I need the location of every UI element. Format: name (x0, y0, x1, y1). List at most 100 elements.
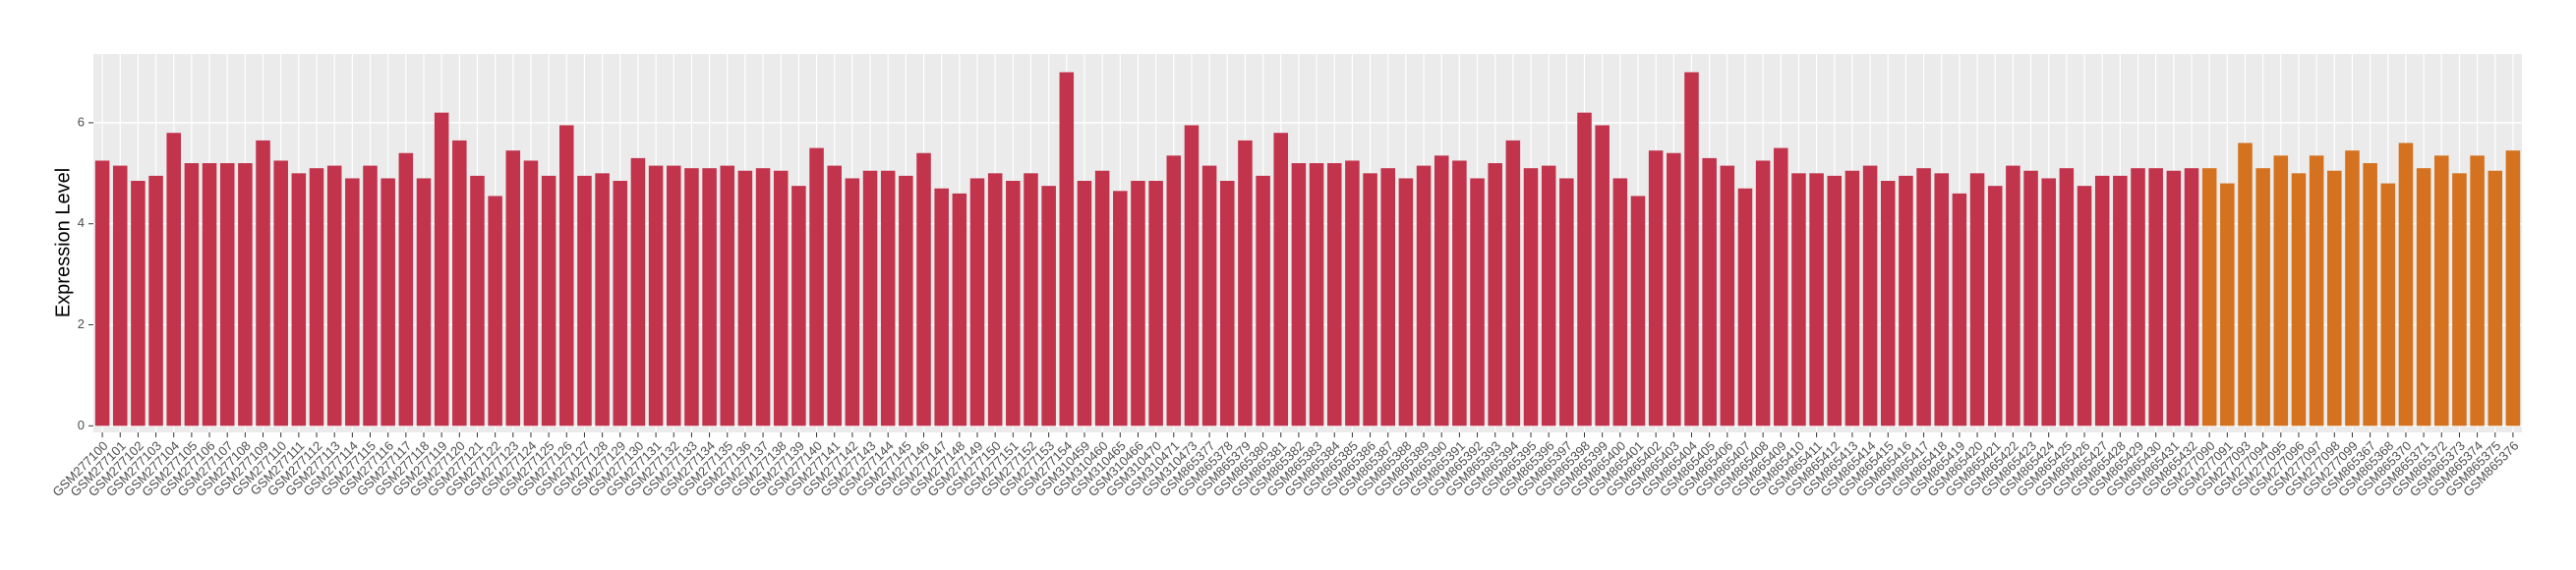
bar (523, 160, 539, 427)
bar (2220, 183, 2235, 427)
bar (345, 178, 360, 427)
bar (862, 170, 878, 427)
bar (559, 125, 574, 427)
bar (2416, 168, 2431, 427)
bar (2309, 155, 2324, 427)
bar (2505, 150, 2521, 427)
bar (398, 152, 414, 427)
bar (1041, 186, 1056, 427)
bar (1184, 125, 1200, 427)
bar (1006, 181, 1021, 427)
bar (541, 175, 556, 427)
bar (2166, 170, 2182, 427)
bar (2201, 168, 2217, 427)
bar (1612, 178, 1628, 427)
bar (505, 150, 521, 427)
bar (1201, 165, 1217, 427)
bar (1238, 140, 1253, 427)
bar (845, 178, 860, 427)
bar (755, 168, 771, 427)
bar (1059, 72, 1075, 427)
bar (880, 170, 896, 427)
bar (1273, 133, 1289, 427)
bar (2094, 175, 2110, 427)
bar (2184, 168, 2199, 427)
bar (452, 140, 467, 427)
bar (684, 168, 699, 427)
bar (2059, 168, 2075, 427)
bar (148, 175, 163, 427)
bar (1131, 181, 1145, 427)
bar (1630, 196, 1646, 427)
bar (2398, 142, 2414, 427)
bar (2238, 142, 2253, 427)
bar (1416, 165, 1432, 427)
bar (1916, 168, 1931, 427)
bar (1844, 170, 1860, 427)
y-tick-label: 4 (78, 215, 85, 230)
bar (987, 173, 1003, 427)
bar (1899, 175, 1913, 427)
bar (2077, 186, 2092, 427)
bar (969, 178, 985, 427)
bar (1398, 178, 1414, 427)
bar (2006, 165, 2020, 427)
bar (2434, 155, 2449, 427)
y-axis-label: Expression Level (52, 168, 74, 317)
bar (1291, 163, 1307, 427)
bar (2131, 168, 2145, 427)
bar (94, 160, 110, 427)
bar (1702, 157, 1717, 427)
bar (613, 181, 628, 427)
bar (2041, 178, 2056, 427)
bar (666, 165, 681, 427)
bar (326, 165, 342, 427)
bar (1148, 181, 1163, 427)
bar (2327, 170, 2342, 427)
bar (720, 165, 735, 427)
bar (2255, 168, 2270, 427)
bar (1720, 165, 1735, 427)
y-tick-label: 6 (78, 114, 85, 129)
bar (1077, 181, 1092, 427)
bar (577, 175, 592, 427)
bar (1363, 173, 1377, 427)
bar (1934, 173, 1950, 427)
bar (219, 163, 235, 427)
bar (1380, 168, 1395, 427)
bar (1505, 140, 1521, 427)
bar (238, 163, 253, 427)
bar (166, 133, 181, 427)
bar (648, 165, 664, 427)
bar (2273, 155, 2289, 427)
bar (2023, 170, 2038, 427)
bar (470, 175, 485, 427)
bar (1684, 72, 1699, 427)
bar (2113, 175, 2128, 427)
bar (2291, 173, 2307, 427)
bar (2345, 150, 2360, 427)
bar (1969, 173, 1985, 427)
bar (131, 181, 146, 427)
bar (827, 165, 842, 427)
bar (1827, 175, 1843, 427)
bar (1880, 181, 1896, 427)
bar (1345, 160, 1360, 427)
bar (1094, 170, 1110, 427)
bar (1488, 163, 1502, 427)
bar (1987, 186, 2003, 427)
bar (1024, 173, 1038, 427)
bar (1326, 163, 1342, 427)
bar (595, 173, 610, 427)
bar (791, 186, 806, 427)
bar (952, 193, 967, 427)
bar (1667, 152, 1681, 427)
bar (363, 165, 378, 427)
bar (1523, 168, 1539, 427)
bar (184, 163, 200, 427)
bar (1220, 181, 1235, 427)
bar (2148, 168, 2163, 427)
bar (2363, 163, 2377, 427)
